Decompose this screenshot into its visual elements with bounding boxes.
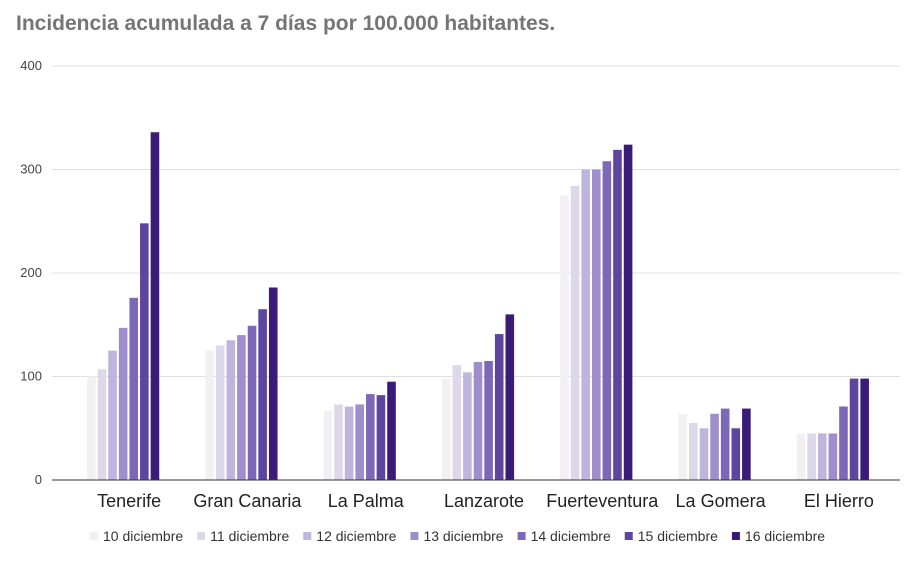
gridlines xyxy=(52,65,900,377)
bar[interactable] xyxy=(387,381,396,480)
bar[interactable] xyxy=(140,223,149,480)
legend-swatch xyxy=(90,532,98,540)
bar[interactable] xyxy=(108,350,117,480)
bar[interactable] xyxy=(215,345,225,480)
bar[interactable] xyxy=(129,297,139,480)
legend-swatch xyxy=(303,532,312,540)
bar[interactable] xyxy=(97,369,107,480)
x-tick-label: Fuerteventura xyxy=(546,491,659,511)
bar[interactable] xyxy=(505,314,515,480)
y-tick-label: 0 xyxy=(35,472,42,487)
bar[interactable] xyxy=(570,186,580,480)
bar[interactable] xyxy=(484,360,493,480)
bar[interactable] xyxy=(817,433,827,480)
bar[interactable] xyxy=(258,309,267,480)
x-tick-label: Lanzarote xyxy=(444,491,524,511)
bar[interactable] xyxy=(226,340,236,480)
chart-title: Incidencia acumulada a 7 días por 100.00… xyxy=(16,12,556,35)
bar[interactable] xyxy=(118,327,128,480)
bar[interactable] xyxy=(344,406,354,480)
bar[interactable] xyxy=(839,406,848,480)
bar[interactable] xyxy=(602,161,612,480)
x-tick-label: Gran Canaria xyxy=(193,491,302,511)
legend-swatch xyxy=(197,532,206,540)
legend-label[interactable]: 10 diciembre xyxy=(103,528,183,544)
bar[interactable] xyxy=(689,423,698,480)
legend-label[interactable]: 14 diciembre xyxy=(531,528,611,544)
bar[interactable] xyxy=(87,376,96,481)
bar[interactable] xyxy=(828,433,838,480)
bar[interactable] xyxy=(849,378,859,480)
bar[interactable] xyxy=(473,362,483,480)
bar[interactable] xyxy=(613,149,622,480)
y-tick-label: 100 xyxy=(20,369,42,384)
bar[interactable] xyxy=(591,169,601,481)
y-tick-label: 400 xyxy=(20,58,42,73)
bar[interactable] xyxy=(355,404,365,480)
bars xyxy=(87,132,869,481)
bar[interactable] xyxy=(494,334,504,480)
bar[interactable] xyxy=(560,195,569,480)
bar[interactable] xyxy=(150,132,160,481)
x-tick-label: Tenerife xyxy=(97,491,161,511)
y-tick-label: 200 xyxy=(20,265,42,280)
bar[interactable] xyxy=(463,372,472,480)
legend[interactable]: 10 diciembre 11 diciembre 12 diciembre 13 d… xyxy=(90,528,825,544)
bar[interactable] xyxy=(860,378,869,480)
bar[interactable] xyxy=(205,350,214,480)
bar[interactable] xyxy=(720,408,730,480)
bar[interactable] xyxy=(807,433,816,480)
legend-label[interactable]: 11 diciembre xyxy=(210,528,289,544)
y-tick-label: 300 xyxy=(20,162,42,177)
bar[interactable] xyxy=(334,404,343,480)
bar[interactable] xyxy=(323,410,333,480)
bar[interactable] xyxy=(731,428,741,480)
bar[interactable] xyxy=(366,394,375,480)
x-tick-label: El Hierro xyxy=(804,491,874,511)
bar[interactable] xyxy=(623,144,633,480)
bar[interactable] xyxy=(699,428,709,480)
x-tick-label: La Gomera xyxy=(676,491,767,511)
x-tick-label: La Palma xyxy=(328,491,405,511)
legend-label[interactable]: 12 diciembre xyxy=(316,528,396,544)
bar[interactable] xyxy=(796,433,806,480)
bar[interactable] xyxy=(742,408,751,480)
legend-swatch xyxy=(410,532,419,540)
legend-label[interactable]: 15 diciembre xyxy=(638,528,718,544)
bar[interactable] xyxy=(452,365,462,480)
bar[interactable] xyxy=(237,335,246,480)
bar[interactable] xyxy=(678,413,688,480)
bar[interactable] xyxy=(247,325,257,480)
bar[interactable] xyxy=(710,413,719,480)
legend-label[interactable]: 13 diciembre xyxy=(423,528,503,544)
legend-label[interactable]: 16 diciembre xyxy=(745,528,825,544)
axes: 0 100 200 300 400 Tenerife Gran Canaria La Palm… xyxy=(20,58,900,511)
bar[interactable] xyxy=(268,287,278,480)
legend-swatch xyxy=(624,532,633,540)
bar[interactable] xyxy=(441,378,451,480)
bar[interactable] xyxy=(581,169,590,481)
bar[interactable] xyxy=(376,395,386,480)
legend-swatch xyxy=(517,532,526,540)
legend-swatch xyxy=(731,532,740,540)
